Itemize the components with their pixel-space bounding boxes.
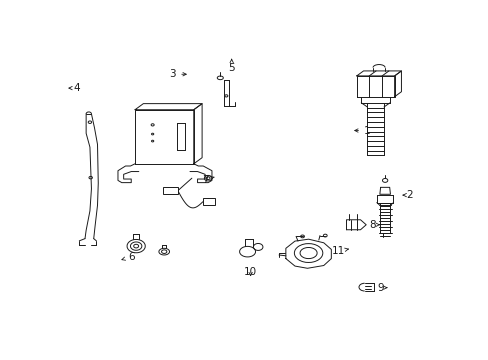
Text: 1: 1 — [354, 126, 370, 135]
Text: 5: 5 — [228, 59, 235, 73]
Bar — [163, 187, 178, 194]
Text: 9: 9 — [376, 283, 386, 293]
Text: 7: 7 — [202, 175, 214, 185]
Bar — [203, 198, 215, 205]
Text: 3: 3 — [169, 69, 186, 79]
Text: 8: 8 — [368, 220, 379, 230]
Text: 6: 6 — [122, 252, 134, 262]
Text: 11: 11 — [331, 246, 347, 256]
Text: 10: 10 — [244, 267, 257, 277]
Text: 2: 2 — [402, 190, 412, 200]
Text: 4: 4 — [69, 83, 80, 93]
